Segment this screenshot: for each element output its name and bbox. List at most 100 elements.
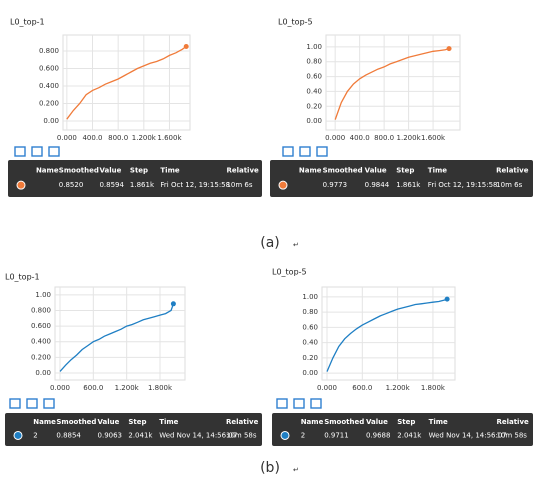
- line: [334, 47, 450, 120]
- tooltip-header: Name: [33, 418, 56, 426]
- y-tick-label: 0.80: [302, 308, 318, 316]
- tooltip-header: Relative: [496, 166, 529, 174]
- y-tick-label: 0.40: [302, 339, 318, 347]
- line: [66, 45, 187, 120]
- tooltip-cell: 0.8594: [99, 181, 124, 189]
- tooltip-cell: 10m 6s: [226, 181, 252, 189]
- caption: (b): [260, 460, 280, 476]
- x-tick-label: 1.800k: [148, 384, 173, 392]
- y-tick-label: 0.400: [31, 338, 51, 346]
- x-tick-label: 0.000: [325, 134, 345, 142]
- toolbar-icon: [276, 398, 288, 409]
- toolbar-icon: [31, 146, 43, 157]
- tooltip-header: Name: [301, 418, 324, 426]
- x-tick-label: 1.200k: [115, 384, 140, 392]
- chart-title: L0_top-1: [10, 18, 45, 27]
- toolbar-icon: [310, 398, 322, 409]
- tooltip-cell: 10m 58s: [496, 431, 527, 439]
- x-tick-label: 0.000: [57, 134, 77, 142]
- tooltip: [272, 413, 533, 446]
- toolbar-icon: [26, 398, 38, 409]
- x-tick-label: 600.0: [83, 384, 103, 392]
- tooltip: [8, 160, 262, 197]
- end-point: [444, 296, 450, 302]
- tooltip-header: Relative: [226, 418, 259, 426]
- y-tick-label: 0.00: [43, 117, 59, 125]
- tooltip-header: Step: [130, 166, 148, 174]
- end-point: [170, 301, 176, 307]
- tooltip-header: Step: [397, 418, 415, 426]
- caption: (a): [260, 235, 280, 251]
- x-tick-label: 1.200k: [397, 134, 422, 142]
- tooltip-header: Smoothed: [323, 166, 363, 174]
- tooltip-cell: 1.861k: [130, 181, 155, 189]
- toolbar-icon: [282, 146, 294, 157]
- tooltip: [270, 160, 533, 197]
- tooltip-swatch: [13, 430, 23, 440]
- y-tick-label: 1.00: [306, 43, 322, 51]
- plot-area: [325, 34, 461, 131]
- tooltip-cell: 10m 58s: [226, 431, 257, 439]
- x-tick-label: 800.0: [374, 134, 394, 142]
- tooltip-cell: 0.9063: [98, 431, 123, 439]
- y-tick-label: 0.200: [31, 353, 51, 361]
- plot-area: [54, 286, 186, 381]
- chart-title: L0_top-1: [5, 273, 40, 282]
- tooltip-cell: 0.9688: [366, 431, 391, 439]
- tooltip-cell: Wed Nov 14, 14:56:07: [159, 431, 237, 439]
- x-tick-label: 1.200k: [132, 134, 157, 142]
- tooltip-header: Time: [428, 166, 447, 174]
- plot-area: [62, 34, 191, 131]
- x-tick-label: 1.600k: [421, 134, 446, 142]
- tooltip-swatch: [16, 180, 26, 190]
- y-tick-label: 0.800: [39, 47, 59, 55]
- x-tick-label: 800.0: [108, 134, 128, 142]
- tooltip-header: Smoothed: [56, 418, 96, 426]
- tooltip: [5, 413, 262, 446]
- toolbar-icon: [48, 146, 60, 157]
- tooltip-cell: 0.8854: [56, 431, 81, 439]
- chart-title: L0_top-5: [272, 268, 307, 277]
- tooltip-cell: 2: [301, 431, 305, 439]
- tooltip-swatch: [278, 180, 288, 190]
- tooltip-header: Smoothed: [59, 166, 99, 174]
- return-mark: ↵: [293, 466, 299, 474]
- tooltip-header: Value: [366, 418, 388, 426]
- line: [326, 298, 448, 372]
- tooltip-cell: 2: [33, 431, 37, 439]
- end-point: [183, 43, 189, 49]
- x-tick-label: 400.0: [82, 134, 102, 142]
- x-tick-label: 1.600k: [157, 134, 182, 142]
- tooltip-header: Step: [128, 418, 146, 426]
- tooltip-header: Relative: [496, 418, 529, 426]
- tooltip-header: Time: [429, 418, 448, 426]
- tooltip-header: Relative: [226, 166, 259, 174]
- tooltip-cell: 1.861k: [396, 181, 421, 189]
- tooltip-cell: Wed Nov 14, 14:56:07: [429, 431, 507, 439]
- tooltip-header: Time: [160, 166, 179, 174]
- toolbar-icon: [316, 146, 328, 157]
- x-tick-label: 0.000: [50, 384, 70, 392]
- tooltip-cell: 0.9844: [365, 181, 390, 189]
- toolbar-icon: [43, 398, 55, 409]
- y-tick-label: 0.40: [306, 87, 322, 95]
- y-tick-label: 0.600: [31, 322, 51, 330]
- chart-title: L0_top-5: [278, 18, 313, 27]
- y-tick-label: 1.00: [302, 293, 318, 301]
- tooltip-cell: 2.041k: [128, 431, 153, 439]
- y-tick-label: 0.00: [35, 369, 51, 377]
- toolbar-icon: [9, 398, 21, 409]
- y-tick-label: 0.00: [302, 369, 318, 377]
- x-tick-label: 1.800k: [421, 384, 446, 392]
- return-mark: ↵: [293, 241, 299, 249]
- tooltip-header: Smoothed: [324, 418, 364, 426]
- toolbar-icon: [293, 398, 305, 409]
- x-tick-label: 600.0: [352, 384, 372, 392]
- tooltip-cell: 0.8520: [59, 181, 84, 189]
- x-tick-label: 400.0: [350, 134, 370, 142]
- y-tick-label: 0.200: [39, 99, 59, 107]
- tooltip-cell: Fri Oct 12, 19:15:58: [160, 181, 230, 189]
- toolbar-icon: [299, 146, 311, 157]
- x-tick-label: 1.200k: [386, 384, 411, 392]
